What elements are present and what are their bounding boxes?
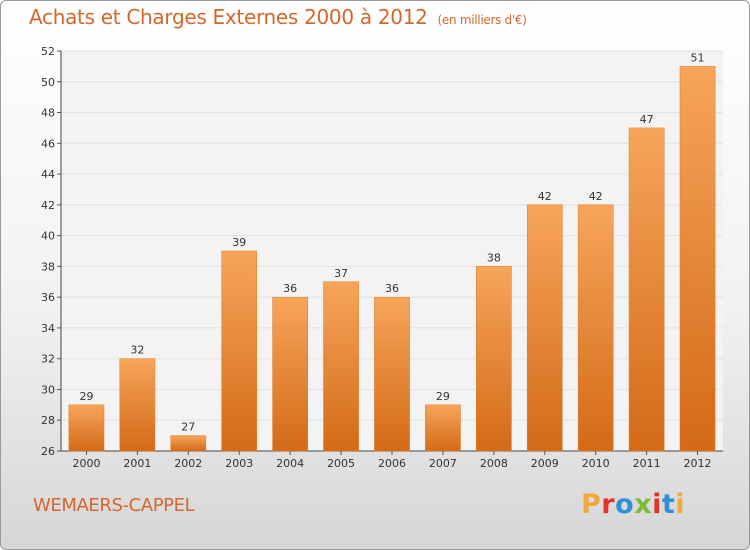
x-tick-label-2012: 2012	[684, 457, 712, 470]
data-label-2011: 47	[640, 113, 654, 126]
logo-letter: P	[581, 489, 602, 520]
data-label-2005: 37	[334, 267, 348, 280]
data-label-2001: 32	[130, 344, 144, 357]
x-tick-label-2003: 2003	[225, 457, 253, 470]
logo-letter: o	[615, 489, 635, 520]
logo-letter: r	[601, 489, 616, 520]
data-label-2007: 29	[436, 390, 450, 403]
x-tick-label-2010: 2010	[582, 457, 610, 470]
x-tick-label-2009: 2009	[531, 457, 559, 470]
bar-2000	[68, 404, 105, 452]
x-tick-label-2001: 2001	[123, 457, 151, 470]
chart-title-text: Achats et Charges Externes 2000 à 2012	[29, 5, 428, 29]
data-label-2006: 36	[385, 282, 399, 295]
bar-2009	[526, 204, 563, 452]
y-tick-label: 38	[41, 260, 55, 273]
data-label-2004: 36	[283, 282, 297, 295]
data-label-2002: 27	[181, 421, 195, 434]
bar-2004	[272, 296, 308, 452]
data-label-2008: 38	[487, 251, 501, 264]
y-tick-label: 34	[41, 322, 55, 335]
data-label-2012: 51	[691, 51, 705, 64]
data-label-2009: 42	[538, 190, 552, 203]
data-label-2000: 29	[79, 390, 93, 403]
logo-letter: i	[652, 489, 662, 520]
y-tick-label: 28	[41, 414, 55, 427]
bar-2001	[119, 358, 156, 452]
y-tick-label: 36	[41, 291, 55, 304]
y-tick-label: 44	[41, 168, 55, 181]
bar-2002	[170, 435, 207, 452]
x-tick-label-2006: 2006	[378, 457, 406, 470]
bar-2012	[679, 66, 716, 452]
x-tick-label-2011: 2011	[633, 457, 661, 470]
y-tick-label: 26	[41, 445, 55, 458]
logo-letter: x	[634, 489, 653, 520]
y-tick-label: 40	[41, 230, 55, 243]
y-tick-label: 46	[41, 137, 55, 150]
bar-2011	[628, 127, 665, 452]
bar-2005	[323, 281, 359, 452]
logo-letter: t	[661, 489, 676, 520]
x-tick-label-2002: 2002	[174, 457, 202, 470]
data-label-2003: 39	[232, 236, 246, 249]
x-tick-label-2005: 2005	[327, 457, 355, 470]
proxiti-logo: Proxiti	[581, 489, 685, 520]
chart-title: Achats et Charges Externes 2000 à 2012 (e…	[29, 5, 527, 29]
y-tick-label: 50	[41, 76, 55, 89]
data-label-2010: 42	[589, 190, 603, 203]
bar-2008	[476, 266, 512, 452]
y-tick-label: 48	[41, 107, 55, 120]
logo-letter: i	[675, 489, 686, 520]
x-tick-label-2007: 2007	[429, 457, 457, 470]
chart-subtitle: (en milliers d'€)	[437, 13, 527, 27]
bar-2010	[577, 204, 614, 452]
bar-2003	[221, 250, 258, 452]
commune-name: WEMAERS-CAPPEL	[33, 495, 195, 516]
y-tick-label: 52	[41, 45, 55, 58]
bar-2006	[374, 296, 410, 452]
y-tick-label: 30	[41, 383, 55, 396]
x-tick-label-2008: 2008	[480, 457, 508, 470]
x-tick-label-2000: 2000	[72, 457, 100, 470]
x-tick-label-2004: 2004	[276, 457, 304, 470]
y-tick-label: 42	[41, 199, 55, 212]
y-tick-label: 32	[41, 353, 55, 366]
bar-2007	[425, 404, 461, 452]
